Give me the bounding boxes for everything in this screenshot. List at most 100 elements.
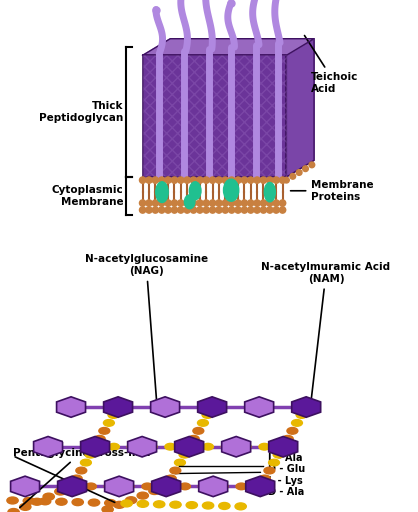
Circle shape — [197, 200, 203, 206]
Circle shape — [171, 200, 178, 206]
Circle shape — [165, 443, 176, 450]
Circle shape — [23, 498, 34, 504]
Circle shape — [247, 200, 254, 206]
Text: D - Glu: D - Glu — [268, 464, 305, 474]
Circle shape — [216, 207, 222, 213]
Circle shape — [217, 483, 228, 489]
Circle shape — [104, 483, 115, 489]
Circle shape — [140, 177, 146, 183]
Circle shape — [166, 475, 176, 482]
Polygon shape — [81, 436, 110, 457]
Circle shape — [282, 435, 293, 442]
Circle shape — [259, 443, 270, 450]
Circle shape — [146, 207, 152, 213]
Bar — [143, 55, 286, 177]
Circle shape — [235, 207, 241, 213]
Circle shape — [222, 200, 229, 206]
Circle shape — [175, 459, 186, 466]
Circle shape — [81, 459, 92, 466]
Circle shape — [190, 207, 197, 213]
Circle shape — [55, 488, 66, 495]
Circle shape — [140, 200, 146, 206]
Bar — [143, 55, 286, 177]
Polygon shape — [56, 397, 86, 417]
Text: Cytoplasmic
Membrane: Cytoplasmic Membrane — [51, 185, 123, 206]
Circle shape — [165, 177, 171, 183]
Polygon shape — [33, 436, 63, 457]
Circle shape — [259, 475, 270, 482]
Circle shape — [102, 506, 113, 512]
Circle shape — [241, 207, 247, 213]
Circle shape — [146, 200, 152, 206]
Circle shape — [140, 207, 146, 213]
Circle shape — [8, 508, 19, 512]
Circle shape — [72, 499, 83, 506]
Circle shape — [56, 498, 67, 505]
Circle shape — [186, 502, 197, 508]
Polygon shape — [58, 476, 87, 497]
Circle shape — [190, 177, 197, 183]
Circle shape — [86, 483, 97, 489]
Circle shape — [109, 443, 120, 450]
Circle shape — [152, 200, 158, 206]
Circle shape — [296, 412, 307, 418]
Ellipse shape — [264, 182, 275, 202]
Circle shape — [260, 200, 267, 206]
Circle shape — [142, 483, 153, 489]
Circle shape — [236, 483, 247, 489]
Circle shape — [7, 497, 18, 504]
Circle shape — [121, 500, 132, 507]
Circle shape — [20, 503, 31, 510]
Circle shape — [254, 207, 260, 213]
Circle shape — [235, 200, 241, 206]
Circle shape — [273, 207, 279, 213]
Circle shape — [190, 200, 197, 206]
Text: D - Ala: D - Ala — [268, 487, 304, 497]
Circle shape — [153, 501, 165, 508]
Circle shape — [71, 475, 82, 482]
Circle shape — [137, 492, 148, 499]
Ellipse shape — [189, 182, 201, 200]
Circle shape — [165, 207, 171, 213]
Circle shape — [279, 200, 286, 206]
Circle shape — [283, 177, 289, 183]
Text: Thick
Peptidoglycan: Thick Peptidoglycan — [39, 101, 123, 123]
Text: Membrane
Proteins: Membrane Proteins — [291, 180, 374, 202]
Circle shape — [76, 467, 87, 474]
Circle shape — [222, 177, 229, 183]
Circle shape — [264, 467, 275, 474]
Circle shape — [309, 162, 315, 168]
Ellipse shape — [156, 182, 168, 203]
Circle shape — [247, 177, 254, 183]
Text: L - Ala: L - Ala — [268, 453, 302, 463]
Polygon shape — [104, 476, 134, 497]
Circle shape — [198, 483, 209, 489]
Polygon shape — [246, 476, 275, 497]
Polygon shape — [286, 39, 314, 177]
Circle shape — [180, 483, 190, 489]
Circle shape — [260, 177, 267, 183]
Circle shape — [273, 177, 279, 183]
Circle shape — [146, 177, 152, 183]
Circle shape — [268, 459, 280, 466]
Text: Pentaglycine cross-link: Pentaglycine cross-link — [13, 447, 149, 507]
Circle shape — [240, 443, 251, 450]
Circle shape — [88, 499, 99, 506]
Circle shape — [197, 207, 203, 213]
Polygon shape — [104, 397, 133, 417]
Circle shape — [202, 502, 214, 509]
Circle shape — [296, 169, 302, 175]
Circle shape — [158, 207, 165, 213]
Circle shape — [229, 200, 235, 206]
Circle shape — [267, 200, 273, 206]
Circle shape — [273, 452, 284, 458]
Circle shape — [184, 200, 190, 206]
Ellipse shape — [184, 195, 195, 209]
Polygon shape — [245, 397, 274, 417]
Polygon shape — [127, 436, 157, 457]
Circle shape — [152, 177, 158, 183]
Polygon shape — [143, 39, 314, 55]
Circle shape — [229, 207, 235, 213]
Circle shape — [203, 207, 209, 213]
Circle shape — [123, 483, 134, 489]
